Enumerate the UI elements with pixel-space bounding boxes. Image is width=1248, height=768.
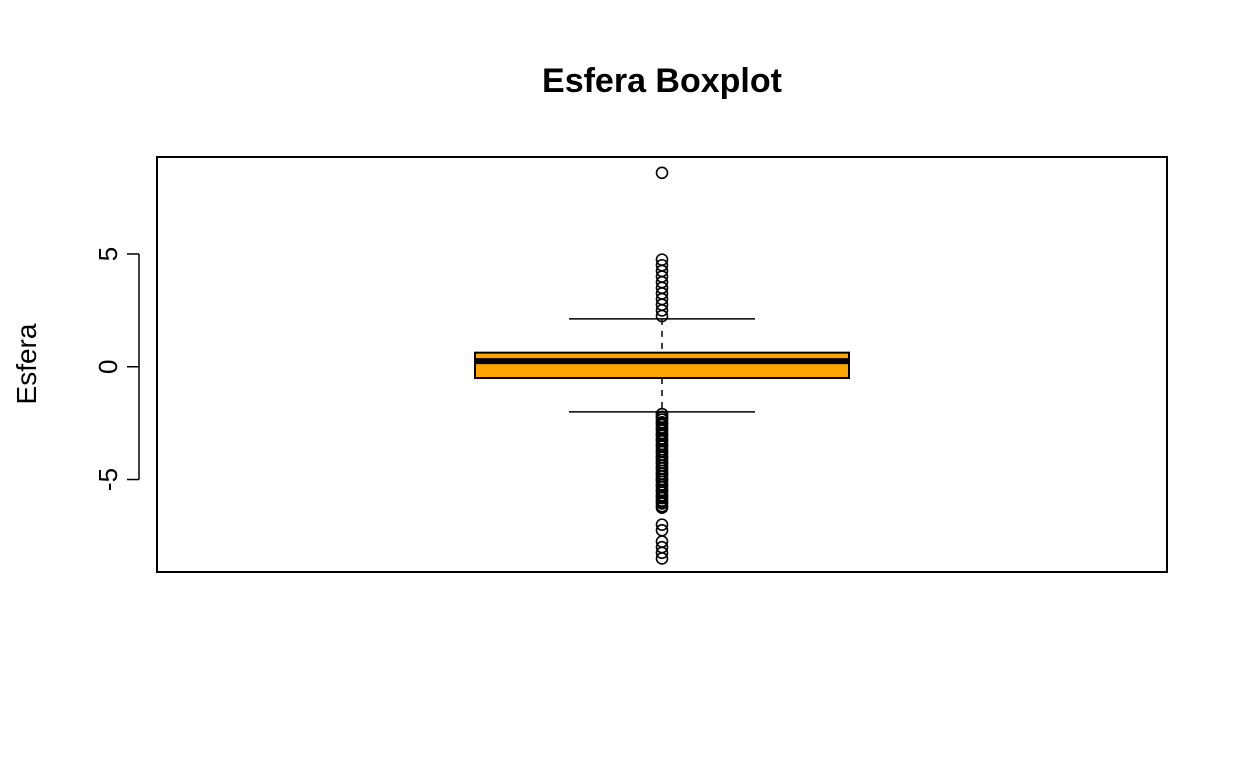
outlier-point	[655, 518, 669, 531]
y-tick-label: 5	[93, 247, 123, 261]
y-tick-label: -5	[93, 468, 123, 491]
y-axis-label: Esfera	[11, 323, 42, 404]
outlier-point	[655, 304, 669, 317]
iqr-box	[474, 351, 850, 380]
plot-frame	[156, 156, 1168, 573]
chart-title: Esfera Boxplot	[542, 62, 782, 100]
outlier-point	[655, 552, 669, 565]
outlier-point	[655, 166, 669, 180]
y-tick-label: 0	[93, 360, 123, 374]
y-axis: -5 0 5	[93, 247, 140, 491]
outlier-point	[655, 309, 669, 323]
plot-area	[474, 166, 850, 565]
outlier-point	[655, 499, 669, 513]
outlier-point	[655, 546, 669, 560]
